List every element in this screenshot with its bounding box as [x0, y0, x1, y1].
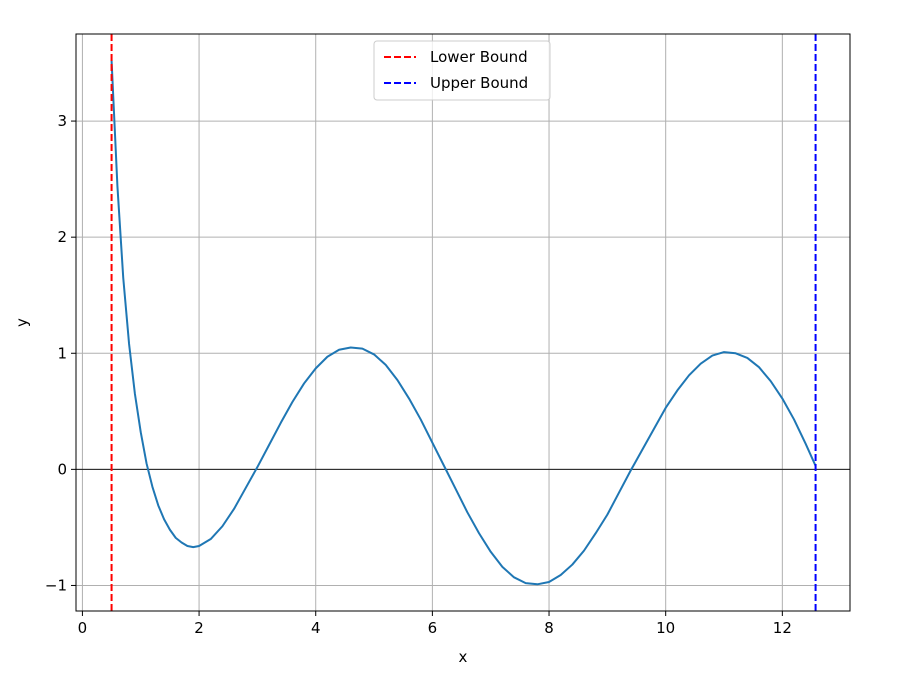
x-tick-label: 2: [194, 619, 204, 637]
x-tick-label: 0: [78, 619, 88, 637]
y-tick-label: 1: [57, 344, 67, 362]
plot-frame: [75, 33, 851, 612]
series-layer: [110, 34, 817, 611]
y-tick-label: 2: [57, 228, 67, 246]
y-tick-label: −1: [45, 576, 67, 594]
x-tick-label: 8: [544, 619, 554, 637]
y-axis-label: y: [13, 318, 31, 327]
grid-lines: [76, 34, 850, 611]
function-curve: [110, 60, 817, 586]
x-tick-label: 10: [656, 619, 675, 637]
legend: Lower Bound Upper Bound: [373, 40, 551, 101]
legend-box: [373, 40, 551, 101]
y-tick-label: 0: [57, 460, 67, 478]
x-tick-label: 12: [773, 619, 792, 637]
y-tick-label: 3: [57, 112, 67, 130]
legend-label-lower-bound: Lower Bound: [430, 48, 528, 66]
x-tick-label: 6: [428, 619, 438, 637]
x-axis-label: x: [459, 648, 468, 666]
x-tick-label: 4: [311, 619, 321, 637]
legend-label-upper-bound: Upper Bound: [430, 74, 528, 92]
